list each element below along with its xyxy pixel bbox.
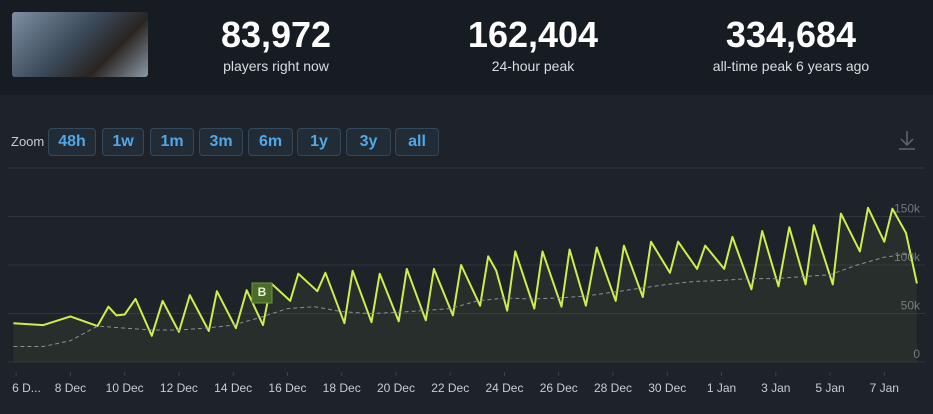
series-area <box>13 207 917 362</box>
x-tick-label: 24 Dec <box>485 381 523 395</box>
annotation-marker[interactable] <box>251 282 273 304</box>
zoom-button[interactable]: 3m <box>199 128 243 156</box>
x-tick-label: 8 Dec <box>55 381 86 395</box>
x-tick-label: 12 Dec <box>160 381 198 395</box>
stat-label: 24-hour peak <box>491 58 575 74</box>
y-tick-label: 50k <box>901 299 921 313</box>
series-line <box>13 206 918 337</box>
zoom-button[interactable]: all <box>395 128 439 156</box>
game-thumbnail[interactable] <box>12 12 148 77</box>
zoom-button[interactable]: 3y <box>346 128 391 156</box>
x-tick-label: 14 Dec <box>214 381 252 395</box>
download-icon[interactable] <box>899 131 915 150</box>
x-tick-label: 28 Dec <box>594 381 632 395</box>
stat: 334,684 all-time peak 6 years ago <box>671 14 911 76</box>
y-tick-label: 0 <box>913 347 920 361</box>
stat-label: all-time peak 6 years ago <box>712 58 870 74</box>
y-tick-label: 150k <box>894 202 921 216</box>
x-tick-label: 18 Dec <box>323 381 361 395</box>
zoom-label: Zoom <box>11 134 45 149</box>
stat-label: players right now <box>223 58 329 74</box>
x-tick-label: 1 Jan <box>707 381 736 395</box>
zoom-button[interactable]: 1y <box>297 128 341 156</box>
x-tick-label: 26 Dec <box>540 381 578 395</box>
stat-value: 334,684 <box>725 14 857 55</box>
x-tick-label: 20 Dec <box>377 381 415 395</box>
header: 83,972 players right now 162,404 24-hour p… <box>0 0 933 95</box>
x-tick-label: 5 Jan <box>815 381 844 395</box>
x-tick-label: 30 Dec <box>648 381 686 395</box>
zoom-button[interactable]: 6m <box>248 128 293 156</box>
zoom-button[interactable]: 48h <box>48 128 96 156</box>
x-tick-label: 3 Jan <box>761 381 790 395</box>
stat-value: 83,972 <box>220 14 332 55</box>
x-tick-label: 7 Jan <box>870 381 899 395</box>
zoom-button[interactable]: 1w <box>102 128 144 156</box>
x-tick-label: 10 Dec <box>106 381 144 395</box>
stat: 162,404 24-hour peak <box>413 14 653 76</box>
y-tick-label: 100k <box>894 250 921 264</box>
stat-value: 162,404 <box>467 14 599 55</box>
series-line <box>13 252 912 347</box>
zoom-button[interactable]: 1m <box>150 128 194 156</box>
x-tick-label: 6 D... <box>12 381 41 395</box>
stat: 83,972 players right now <box>156 14 396 76</box>
x-tick-label: 22 Dec <box>431 381 469 395</box>
x-tick-label: 16 Dec <box>268 381 306 395</box>
annotation-label: B <box>258 285 267 299</box>
